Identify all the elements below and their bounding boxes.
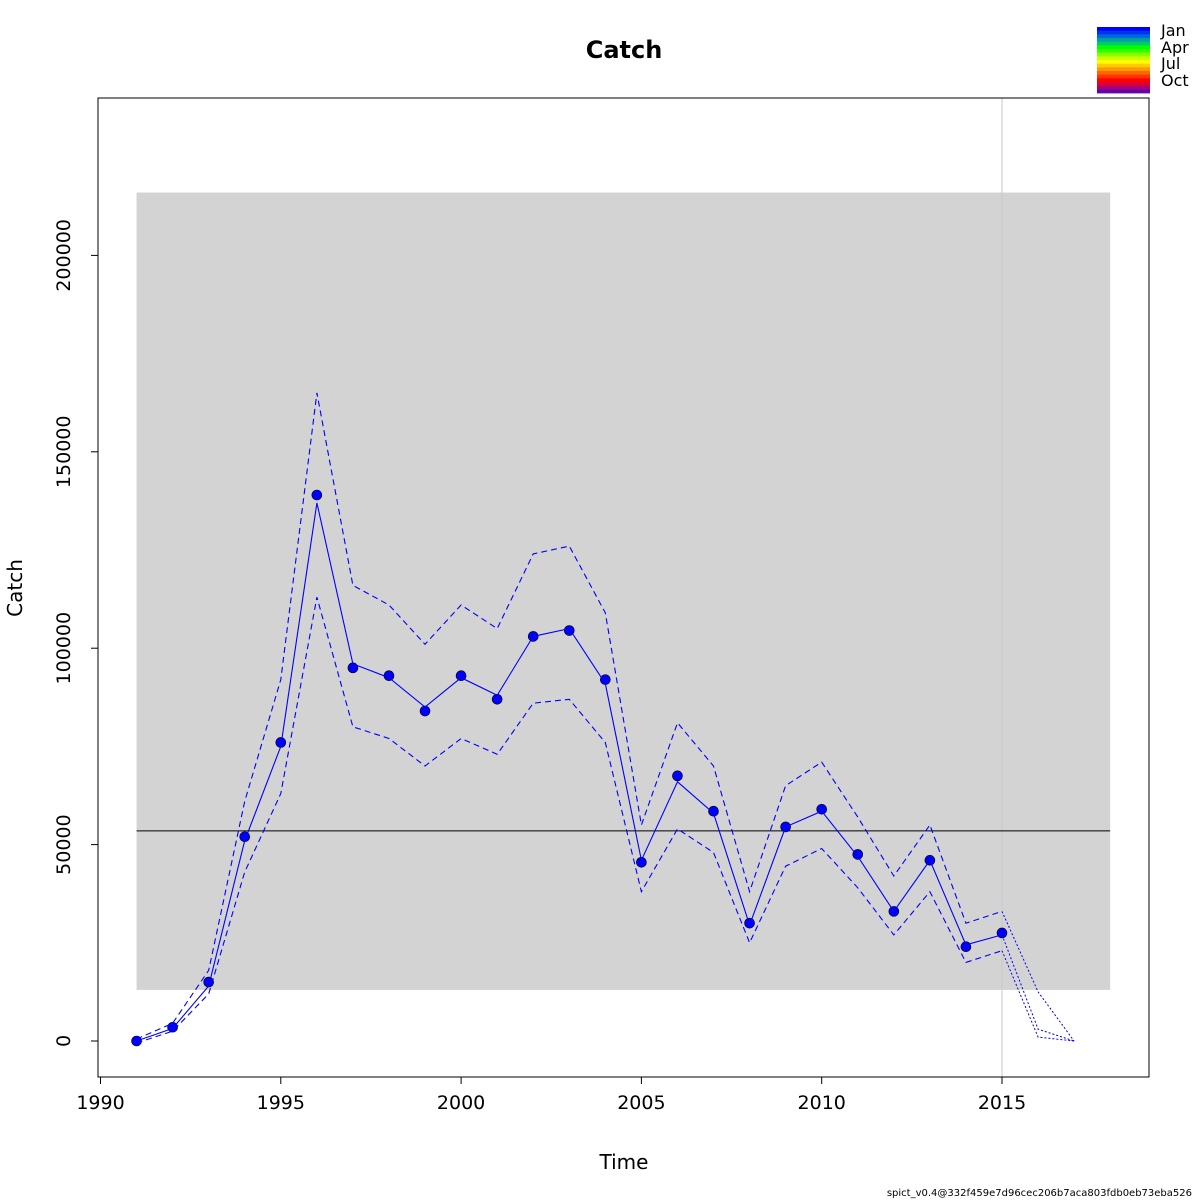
legend-color-swatch: [1097, 34, 1150, 39]
x-tick-label: 2005: [617, 1092, 665, 1114]
legend-color-swatch: [1097, 71, 1150, 76]
plot-area: [131, 98, 1111, 1077]
legend-color-swatch: [1097, 89, 1150, 94]
x-tick-label: 2015: [978, 1092, 1026, 1114]
y-tick-label: 50000: [53, 814, 75, 874]
data-point: [383, 670, 395, 681]
legend-color-swatch: [1097, 63, 1150, 68]
dotted-series-line: [1001, 950, 1075, 1042]
data-point: [311, 489, 323, 501]
legend-label: Jan: [1160, 21, 1186, 40]
legend-color-swatch: [1097, 27, 1150, 32]
legend-color-swatch: [1097, 67, 1150, 72]
y-axis: 0 50000 100000 150000 200000: [53, 219, 99, 1047]
legend-color-swatch: [1097, 78, 1150, 83]
dashed-series-line: [136, 596, 1003, 1044]
y-tick-label: 0: [53, 1035, 75, 1047]
chart-title: Catch: [586, 36, 663, 64]
data-point: [852, 849, 864, 860]
legend-color-swatch: [1097, 49, 1150, 54]
legend-color-swatch: [1097, 41, 1150, 46]
legend-color-swatch: [1097, 82, 1150, 87]
data-point: [708, 805, 719, 817]
data-point: [744, 917, 755, 929]
legend-color-swatch: [1097, 85, 1150, 90]
x-tick-label: 1990: [76, 1092, 124, 1114]
x-tick-label: 1995: [257, 1092, 305, 1114]
x-tick-label: 2010: [798, 1092, 846, 1114]
data-point: [491, 693, 503, 705]
data-point: [419, 705, 431, 717]
data-point: [960, 941, 972, 953]
y-tick-label: 150000: [53, 416, 75, 489]
dotted-series-line: [1001, 911, 1075, 1042]
y-tick-label: 100000: [53, 612, 75, 685]
legend-color-swatch: [1097, 45, 1150, 50]
legend-label: Oct: [1161, 71, 1189, 90]
data-point: [455, 670, 467, 681]
data-point: [636, 856, 647, 868]
x-tick-label: 2000: [437, 1092, 485, 1114]
legend-color-swatch: [1097, 60, 1150, 65]
legend-color-swatch: [1097, 38, 1150, 43]
shaded-band: [136, 192, 1111, 990]
data-point: [672, 770, 683, 782]
x-axis: 1990 1995 2000 2005 2010 2015: [76, 1076, 1026, 1114]
dotted-series-line: [1001, 934, 1075, 1042]
y-axis-label: Catch: [3, 559, 27, 617]
line-series-line: [136, 502, 1003, 1042]
dashed-series-line: [136, 392, 1003, 1040]
data-point: [203, 976, 214, 988]
legend-color-swatch: [1097, 74, 1150, 79]
x-axis-label: Time: [599, 1150, 649, 1174]
legend-label: Jul: [1160, 54, 1180, 73]
legend-label: Apr: [1161, 38, 1189, 57]
version-footer: spict_v0.4@332f459e7d96cec206b7aca803fdb…: [887, 1188, 1192, 1199]
legend-color-swatch: [1097, 56, 1150, 61]
data-point: [996, 927, 1008, 939]
legend-color-swatch: [1097, 52, 1150, 57]
legend-color-swatch: [1097, 30, 1150, 35]
y-tick-label: 200000: [53, 219, 75, 292]
